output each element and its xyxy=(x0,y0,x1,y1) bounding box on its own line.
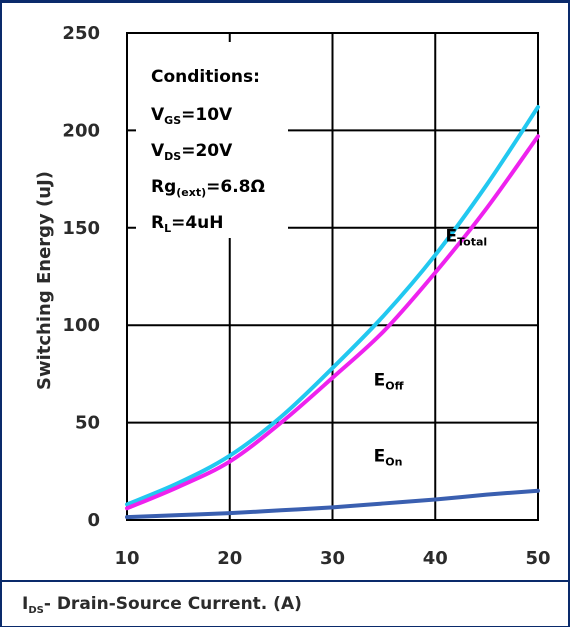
series-line-e-total xyxy=(125,105,540,507)
switching-energy-chart: Conditions: VGS=10V VDS=20V Rg(ext)=6.8Ω RL=… xyxy=(34,23,551,569)
condition-line: Rg(ext)=6.8Ω xyxy=(151,177,265,199)
y-tick-label: 250 xyxy=(62,23,100,44)
conditions-title: Conditions: xyxy=(151,67,260,87)
y-tick-label: 100 xyxy=(62,315,100,336)
y-tick-label: 200 xyxy=(62,120,100,141)
conditions-box: Conditions: VGS=10V VDS=20V Rg(ext)=6.8Ω RL=… xyxy=(136,42,288,238)
x-tick-label: 50 xyxy=(525,548,550,569)
y-tick-label: 150 xyxy=(62,218,100,239)
condition-line: VDS=20V xyxy=(151,141,233,163)
series-lines xyxy=(125,105,540,520)
y-tick-labels: 0 50 100 150 200 250 xyxy=(62,23,100,531)
x-tick-labels: 10 20 30 40 50 xyxy=(114,548,550,569)
conditions-background xyxy=(136,42,288,238)
x-axis-label-rest: - Drain-Source Current. (A) xyxy=(43,594,302,614)
y-tick-label: 0 xyxy=(87,510,100,531)
series-label-e-total: ETotal xyxy=(446,226,488,248)
series-line-e-off xyxy=(125,134,540,511)
condition-line: VGS=10V xyxy=(151,105,233,127)
y-axis-label: Switching Energy (uJ) xyxy=(34,171,55,390)
x-tick-label: 10 xyxy=(114,548,139,569)
x-axis-label-sub: DS xyxy=(28,605,44,616)
footer-bar: IDS- Drain-Source Current. (A) xyxy=(0,580,570,627)
y-tick-label: 50 xyxy=(75,413,100,434)
x-tick-label: 20 xyxy=(217,548,242,569)
series-labels: ETotal EOff EOn xyxy=(374,226,488,468)
x-tick-label: 30 xyxy=(320,548,345,569)
plot-area-border xyxy=(126,32,539,521)
series-label-e-on: EOn xyxy=(374,447,403,469)
series-label-e-off: EOff xyxy=(374,371,404,393)
series-line-e-on xyxy=(125,488,540,520)
condition-line: RL=4uH xyxy=(151,213,224,235)
x-tick-label: 40 xyxy=(423,548,448,569)
x-axis-label: IDS- Drain-Source Current. (A) xyxy=(22,594,302,616)
x-axis-label-main: I xyxy=(22,594,29,614)
